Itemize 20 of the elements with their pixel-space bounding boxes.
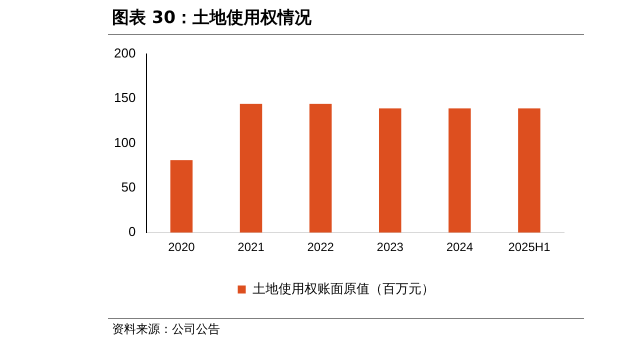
bar [448, 108, 471, 233]
y-tick-label: 0 [128, 224, 136, 240]
legend-label: 土地使用权账面原值（百万元） [252, 282, 434, 297]
x-tick-label: 2023 [376, 240, 404, 254]
bar [240, 104, 262, 233]
y-tick-label: 200 [114, 45, 136, 60]
bar [518, 108, 540, 233]
x-tick-label: 2020 [168, 240, 196, 254]
bar [309, 104, 332, 233]
x-tick-label: 2025H1 [508, 240, 551, 254]
y-tick-label: 100 [114, 134, 136, 150]
y-tick-label: 150 [114, 90, 136, 106]
bar [378, 108, 402, 233]
x-tick-label: 2021 [238, 240, 265, 254]
x-tick-label: 2024 [446, 240, 474, 254]
text: 资料来源：公司公告 [112, 321, 220, 338]
y-tick-label: 50 [121, 179, 136, 194]
bar [170, 160, 193, 233]
x-tick-label: 2022 [307, 240, 334, 254]
chart-title: 图表 30：土地使用权情况 [112, 7, 312, 29]
